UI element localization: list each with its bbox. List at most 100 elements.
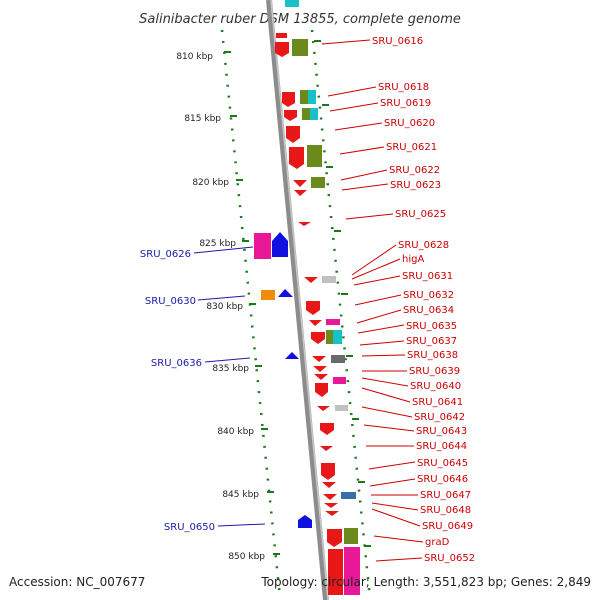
gene-arrow bbox=[314, 374, 328, 380]
cog-block bbox=[326, 319, 340, 325]
gene-label[interactable]: SRU_0646 bbox=[417, 474, 468, 485]
cog-block bbox=[344, 547, 360, 595]
gene-arrow bbox=[306, 301, 320, 315]
gene-arrow bbox=[276, 33, 287, 38]
kbp-scale: 810 kbp 815 kbp 820 kbp 825 kbp 830 kbp … bbox=[176, 51, 280, 562]
cog-block bbox=[307, 145, 322, 167]
kbp-tick-label: 845 kbp bbox=[222, 490, 259, 500]
gene-arrow bbox=[285, 352, 299, 359]
gene-arrow bbox=[286, 126, 300, 143]
gene-label[interactable]: SRU_0644 bbox=[416, 441, 467, 452]
cog-block bbox=[311, 177, 325, 188]
gene-label[interactable]: SRU_0620 bbox=[384, 118, 435, 129]
gene-arrow bbox=[304, 277, 318, 283]
gene-label[interactable]: SRU_0643 bbox=[416, 426, 467, 437]
cog-block bbox=[261, 290, 275, 300]
forward-genes bbox=[275, 0, 360, 595]
gene-arrow bbox=[298, 515, 312, 528]
kbp-tick-label: 810 kbp bbox=[176, 52, 213, 62]
genome-backbone-highlight bbox=[270, 0, 329, 600]
gene-label[interactable]: graD bbox=[425, 537, 450, 548]
cog-block bbox=[302, 108, 312, 120]
topology-text: Topology: circular; Length: 3,551,823 bp… bbox=[260, 575, 591, 589]
gene-label[interactable]: SRU_0618 bbox=[378, 82, 429, 93]
gene-arrow bbox=[315, 383, 328, 397]
gene-arrow bbox=[317, 406, 330, 411]
gene-arrow bbox=[320, 423, 334, 435]
gene-arrow bbox=[294, 190, 307, 196]
gene-arrow bbox=[324, 503, 338, 508]
gene-label[interactable]: SRU_0648 bbox=[420, 505, 471, 516]
gene-arrow bbox=[311, 332, 325, 344]
gene-label[interactable]: SRU_0626 bbox=[140, 249, 191, 260]
gene-label[interactable]: SRU_0632 bbox=[403, 290, 454, 301]
cog-block bbox=[308, 90, 316, 104]
gene-label[interactable]: SRU_0645 bbox=[417, 458, 468, 469]
gene-arrow bbox=[284, 110, 297, 121]
cog-block bbox=[326, 330, 334, 344]
kbp-tick-label: 825 kbp bbox=[199, 239, 236, 249]
cog-block bbox=[333, 330, 342, 344]
gene-label[interactable]: SRU_0637 bbox=[406, 336, 457, 347]
gene-label[interactable]: SRU_0616 bbox=[372, 36, 423, 47]
gene-label[interactable]: SRU_0639 bbox=[409, 366, 460, 377]
gene-arrow bbox=[275, 42, 289, 57]
cog-block bbox=[285, 0, 299, 7]
right-leader-lines bbox=[321, 39, 424, 562]
gene-label[interactable]: SRU_0652 bbox=[424, 553, 475, 564]
gene-arrow bbox=[272, 232, 288, 257]
cog-block bbox=[331, 355, 345, 363]
gene-arrow bbox=[322, 482, 336, 488]
gene-label[interactable]: SRU_0650 bbox=[164, 522, 215, 533]
kbp-tick-label: 830 kbp bbox=[206, 302, 243, 312]
reverse-genes bbox=[254, 232, 312, 528]
gene-label[interactable]: SRU_0640 bbox=[410, 381, 461, 392]
kbp-tick-label: 850 kbp bbox=[228, 552, 265, 562]
gene-arrow bbox=[312, 356, 326, 362]
gene-arrow bbox=[298, 222, 311, 226]
gene-arrow bbox=[320, 446, 333, 451]
gene-arrow bbox=[309, 320, 322, 326]
cog-block bbox=[310, 108, 318, 120]
gene-label[interactable]: SRU_0628 bbox=[398, 240, 449, 251]
gene-label[interactable]: higA bbox=[402, 254, 424, 265]
cog-block bbox=[344, 528, 358, 544]
gene-arrow bbox=[321, 463, 335, 480]
gene-label[interactable]: SRU_0635 bbox=[406, 321, 457, 332]
cog-block bbox=[333, 377, 346, 384]
cog-block bbox=[341, 492, 356, 499]
gene-label[interactable]: SRU_0631 bbox=[402, 271, 453, 282]
gene-label[interactable]: SRU_0634 bbox=[403, 305, 454, 316]
gene-label[interactable]: SRU_0625 bbox=[395, 209, 446, 220]
gene-label[interactable]: SRU_0630 bbox=[145, 296, 196, 307]
gene-label[interactable]: SRU_0649 bbox=[422, 521, 473, 532]
cog-block bbox=[292, 39, 308, 56]
kbp-tick-label: 840 kbp bbox=[217, 427, 254, 437]
gene-arrow bbox=[325, 511, 339, 516]
kbp-tick-label: 835 kbp bbox=[212, 364, 249, 374]
left-leader-lines bbox=[193, 246, 266, 527]
gene-label[interactable]: SRU_0647 bbox=[420, 490, 471, 501]
gene-arrow bbox=[289, 147, 304, 169]
gene-label[interactable]: SRU_0636 bbox=[151, 358, 202, 369]
kbp-tick-label: 820 kbp bbox=[192, 178, 229, 188]
cog-block bbox=[254, 233, 271, 259]
map-title: Salinibacter ruber DSM 13855, complete g… bbox=[139, 12, 461, 27]
gene-label[interactable]: SRU_0641 bbox=[412, 397, 463, 408]
gene-label[interactable]: SRU_0621 bbox=[386, 142, 437, 153]
gene-arrow bbox=[278, 289, 293, 297]
cog-block bbox=[335, 405, 348, 411]
gene-label[interactable]: SRU_0623 bbox=[390, 180, 441, 191]
gene-label[interactable]: SRU_0638 bbox=[407, 350, 458, 361]
gene-label[interactable]: SRU_0622 bbox=[389, 165, 440, 176]
gene-arrow bbox=[293, 180, 307, 187]
left-gene-labels: SRU_0626 SRU_0630 SRU_0636 SRU_0650 bbox=[140, 249, 215, 533]
gene-arrow bbox=[327, 529, 342, 547]
gene-label[interactable]: SRU_0642 bbox=[414, 412, 465, 423]
cog-block bbox=[322, 276, 336, 283]
kbp-tick-label: 815 kbp bbox=[184, 114, 221, 124]
genome-backbone bbox=[266, 0, 329, 600]
gene-label[interactable]: SRU_0619 bbox=[380, 98, 431, 109]
gene-arrow bbox=[323, 494, 337, 500]
accession-text: Accession: NC_007677 bbox=[9, 575, 145, 589]
